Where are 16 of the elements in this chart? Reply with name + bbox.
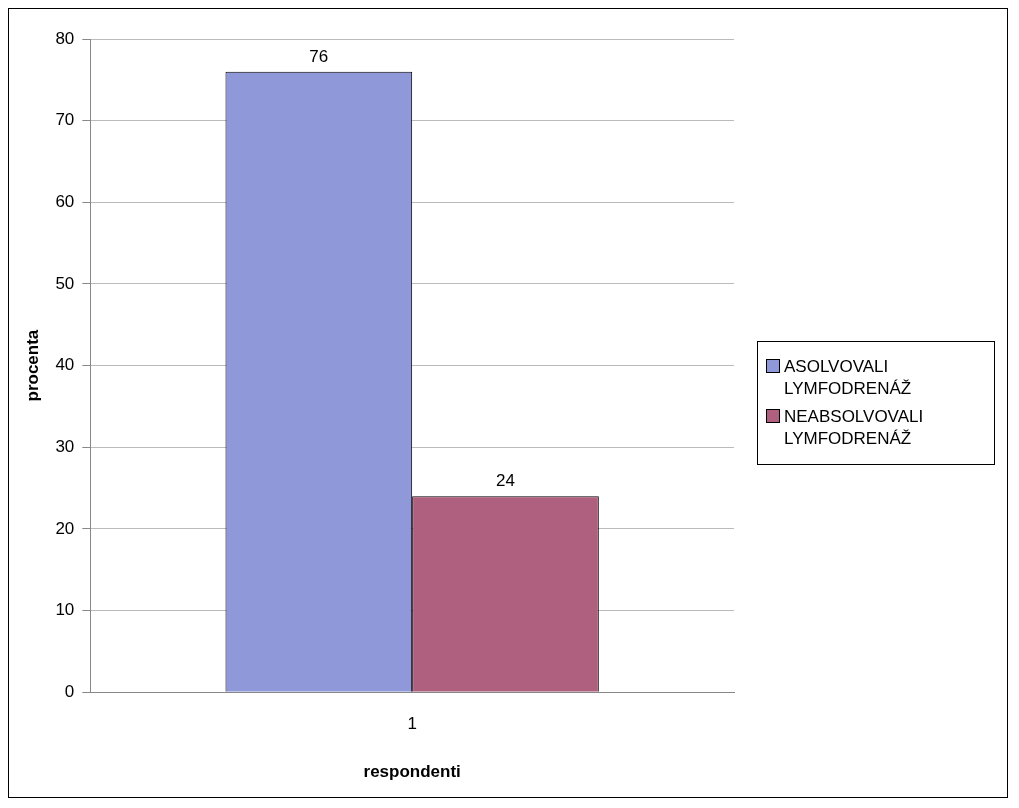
y-tick-label: 20 (55, 518, 75, 538)
y-tick-label: 10 (55, 600, 75, 620)
y-tick-label: 30 (55, 436, 75, 456)
x-axis-title: respondenti (363, 762, 461, 782)
y-tick-label: 60 (55, 191, 75, 211)
legend-label: ASOLVOVALI LYMFODRENÁŽ (784, 356, 913, 400)
data-label: 24 (496, 471, 515, 491)
y-tick-label: 70 (55, 110, 75, 130)
y-tick-label: 40 (55, 355, 75, 375)
legend-label: NEABSOLVOVALI LYMFODRENÁŽ (784, 406, 925, 450)
y-tick-label: 50 (55, 273, 75, 293)
data-label: 76 (309, 46, 329, 66)
x-tick-label: 1 (407, 714, 417, 734)
y-axis-title: procenta (22, 329, 42, 402)
y-tick-label: 80 (55, 28, 75, 48)
y-tick-label: 0 (64, 681, 75, 701)
